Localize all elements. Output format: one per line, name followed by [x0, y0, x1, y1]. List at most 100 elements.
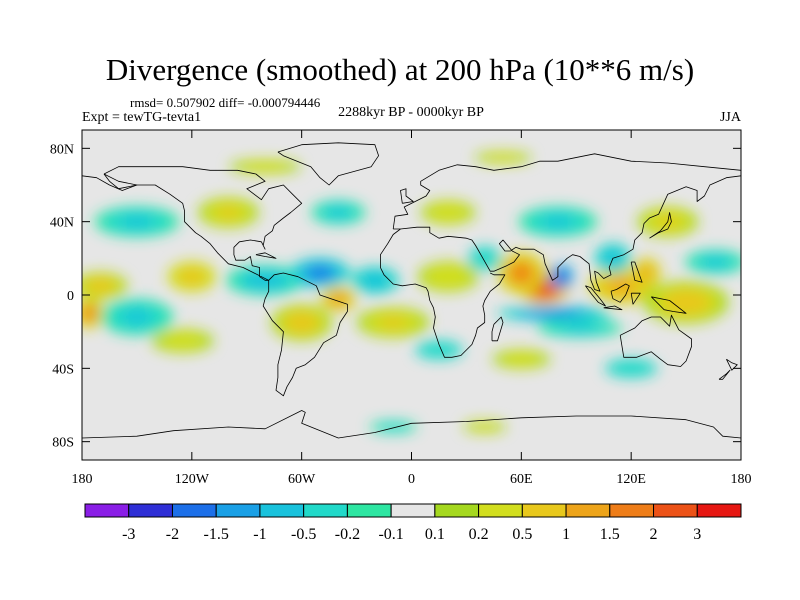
colorbar-label: -0.2 [335, 526, 360, 543]
lon-tick-label: 60E [510, 472, 533, 487]
coastline [277, 142, 379, 186]
colorbar-label: 3 [693, 526, 701, 543]
lat-tick-label: 80S [52, 436, 74, 451]
anomaly-contour [217, 207, 240, 218]
coastline [610, 283, 630, 303]
coastline [255, 252, 277, 259]
coastline [491, 316, 504, 342]
anomaly-contour [382, 424, 405, 430]
lon-tick-label: 60W [288, 472, 316, 487]
coastline [726, 358, 738, 371]
colorbar-label: -3 [122, 526, 135, 543]
plot-title: Divergence (smoothed) at 200 hPa (10**6 … [105, 52, 695, 87]
coastline [392, 153, 741, 230]
colorbar-swatch [390, 503, 436, 518]
coastline [262, 272, 348, 397]
colorbar-label: 0.1 [425, 526, 445, 543]
colorbar-swatch [84, 503, 130, 518]
colorbar-swatch [565, 503, 611, 518]
coastline [649, 212, 672, 239]
anomaly-contour [512, 265, 531, 281]
anomaly-contour [83, 307, 95, 319]
anomaly-contour [543, 216, 573, 228]
colorbar-swatch [171, 503, 217, 518]
anomaly-contour [533, 310, 576, 317]
anomaly-contour [123, 310, 151, 324]
stats-text: rmsd= 0.507902 diff= -0.000794446 [130, 95, 321, 110]
colorbar-swatch [696, 503, 742, 518]
coastline [651, 296, 687, 314]
colorbar-label: 0.5 [512, 526, 532, 543]
coastline [380, 228, 506, 358]
season-label: JJA [719, 110, 741, 125]
anomaly-contour [557, 272, 566, 282]
axis-ticks: 80N 40N 0 40S 80S 180 120W 60W 0 60E 120E 180 [50, 130, 752, 487]
colorbar-swatch [653, 503, 698, 518]
anomaly-contour [508, 354, 535, 364]
colorbar-swatch [609, 503, 655, 518]
anomaly-contour [427, 345, 450, 355]
colorbar-label: -0.1 [378, 526, 403, 543]
colorbar-swatch [215, 503, 261, 518]
lat-tick-label: 40S [52, 362, 74, 377]
anomaly-contour [477, 252, 493, 264]
anomaly-contour [437, 271, 460, 283]
colorbar-label: -1.5 [204, 526, 229, 543]
experiment-label: Expt = tewTG-tevta1 [82, 110, 202, 125]
colorbar-swatch [434, 503, 480, 518]
anomaly-contour [704, 257, 727, 267]
coastline [630, 261, 643, 283]
anomaly-contour [183, 271, 201, 283]
colorbar-label: -1 [253, 526, 266, 543]
anomaly-contour [308, 267, 331, 279]
lat-tick-label: 0 [67, 289, 74, 304]
colorbar-label: 0.2 [469, 526, 489, 543]
coastline [619, 314, 692, 367]
anomaly-contour [380, 317, 407, 328]
lat-tick-label: 80N [50, 142, 74, 157]
coastline [603, 305, 623, 311]
anomaly-contour [474, 424, 495, 430]
colorbar-swatch [521, 503, 567, 518]
lon-tick-label: 180 [731, 472, 752, 487]
colorbar-swatch [478, 503, 523, 518]
anomaly-contour [366, 275, 384, 286]
anomaly-contour [489, 154, 517, 161]
lon-tick-label: 0 [408, 472, 415, 487]
period-label: 2288kyr BP - 0000kyr BP [338, 105, 484, 120]
anomaly-contour [248, 163, 282, 170]
divergence-field [82, 151, 741, 433]
anomaly-contour [290, 315, 313, 330]
anomaly-contour [619, 363, 644, 373]
coastline [400, 188, 414, 204]
colorbar-swatch [303, 503, 348, 518]
lon-tick-label: 180 [72, 472, 93, 487]
coastline [103, 166, 303, 281]
lat-tick-label: 40N [50, 216, 74, 231]
anomaly-contour [168, 335, 197, 347]
colorbar: -3 -2 -1.5 -1 -0.5 -0.2 -0.1 0.1 0.2 0.5 1 1.5 2 3 [84, 503, 742, 543]
anomaly-contour [670, 294, 702, 311]
anomaly-contour [331, 294, 345, 304]
anomaly-contour [640, 267, 652, 279]
colorbar-label: 1 [562, 526, 570, 543]
anomaly-contour [438, 208, 458, 217]
colorbar-label: 2 [650, 526, 658, 543]
colorbar-swatch [259, 503, 305, 518]
coastline [82, 410, 741, 439]
coastline [82, 173, 138, 191]
lon-tick-label: 120W [175, 472, 210, 487]
coastline [630, 292, 641, 305]
coastline [718, 369, 731, 380]
colorbar-label: -0.5 [291, 526, 316, 543]
colorbar-swatch [346, 503, 392, 518]
colorbar-swatch [128, 503, 173, 518]
colorbar-label: -2 [166, 526, 179, 543]
coastline [393, 175, 741, 292]
anomaly-contour [121, 216, 153, 228]
anomaly-contour [90, 280, 111, 291]
lon-tick-label: 120E [616, 472, 646, 487]
colorbar-label: 1.5 [600, 526, 620, 543]
anomaly-contour [328, 208, 349, 217]
